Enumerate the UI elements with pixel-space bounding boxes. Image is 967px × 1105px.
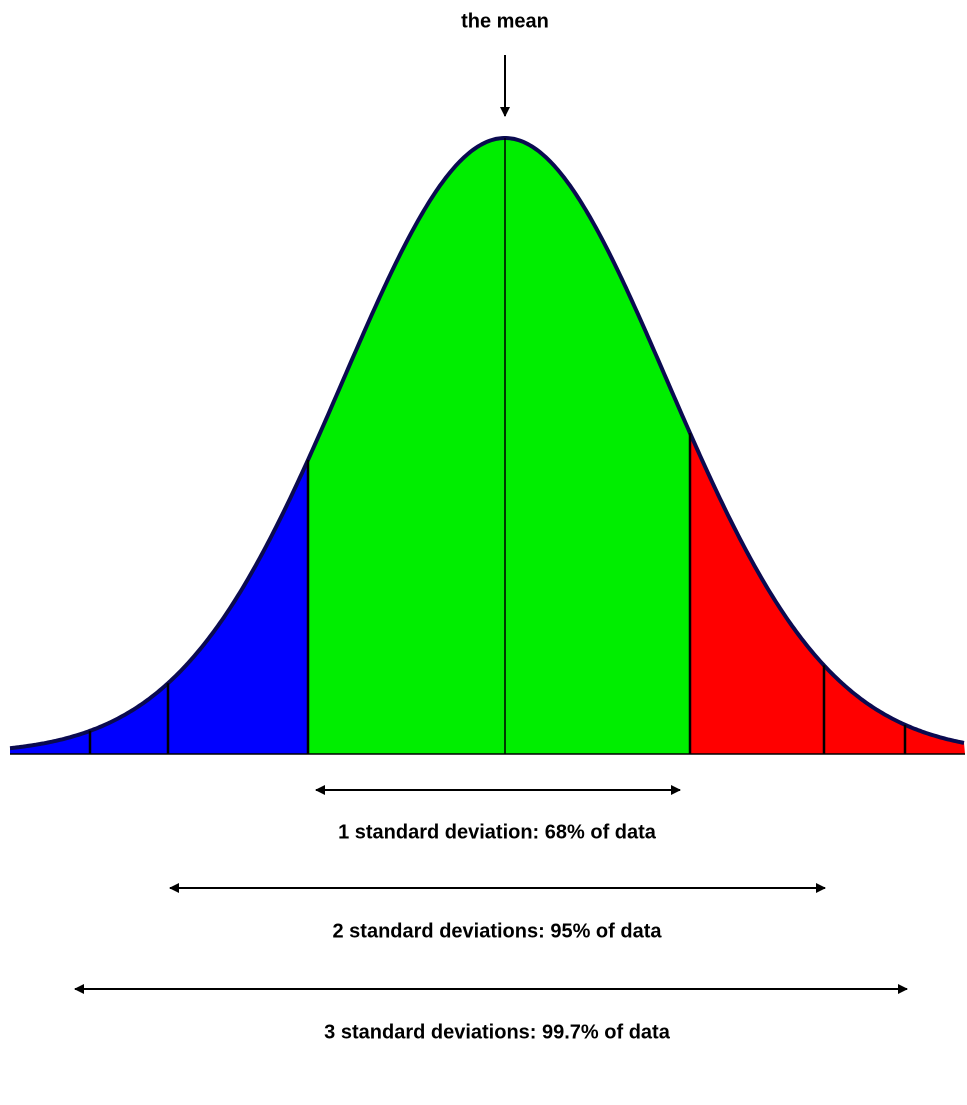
sd-lines: [88, 433, 907, 754]
bell-curve: [9, 136, 965, 751]
range-label: 2 standard deviations: 95% of data: [333, 920, 663, 942]
left-tail: [10, 138, 308, 754]
range-label: 3 standard deviations: 99.7% of data: [324, 1021, 671, 1043]
center-region: [308, 138, 690, 754]
mean-label: the mean: [461, 10, 549, 32]
right-tail: [690, 138, 965, 754]
range-label: 1 standard deviation: 68% of data: [338, 821, 657, 843]
curve-fill: [10, 138, 965, 754]
